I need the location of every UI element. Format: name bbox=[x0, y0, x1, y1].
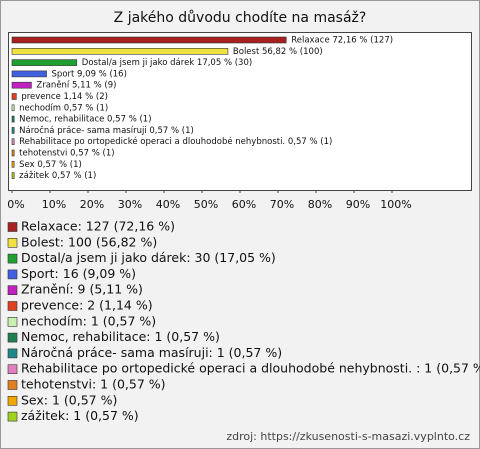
legend-label: tehotenstvi: 1 (0,57 %) bbox=[21, 377, 166, 392]
legend-swatch bbox=[7, 380, 18, 390]
x-tick-label: 80% bbox=[308, 198, 332, 211]
legend-swatch bbox=[7, 332, 18, 343]
bar bbox=[11, 104, 15, 112]
legend-swatch bbox=[7, 269, 18, 280]
data-label: Bolest 56,82 % (100) bbox=[233, 47, 323, 57]
legend-swatch bbox=[7, 411, 18, 422]
data-label: tehotenstvi 0,57 % (1) bbox=[19, 149, 114, 159]
legend-swatch bbox=[7, 348, 18, 359]
legend-label: zážitek: 1 (0,57 %) bbox=[21, 408, 139, 423]
bar bbox=[11, 93, 17, 100]
legend-label: Rehabilitace po ortopedické operaci a dl… bbox=[21, 361, 480, 376]
bar bbox=[11, 161, 15, 168]
source: zdroj: https://zkusenosti-s-masazi.vypln… bbox=[226, 430, 470, 443]
legend-label: Dostal/a jsem ji jako dárek: 30 (17,05 %… bbox=[21, 250, 276, 265]
legend-swatch bbox=[7, 238, 18, 248]
bar bbox=[11, 115, 15, 123]
bar bbox=[11, 70, 47, 78]
x-tick-label: 50% bbox=[194, 198, 218, 211]
legend-swatch bbox=[7, 316, 18, 327]
legend-swatch bbox=[7, 301, 18, 311]
legend-swatch bbox=[7, 253, 18, 264]
data-label: Rehabilitace po ortopedické operaci a dl… bbox=[19, 136, 332, 147]
legend-label: Sex: 1 (0,57 %) bbox=[21, 392, 117, 407]
bar bbox=[11, 127, 15, 134]
bar bbox=[11, 81, 32, 89]
data-label: Náročná práce- sama masíruji 0,57 % (1) bbox=[19, 125, 194, 136]
legend-swatch bbox=[7, 222, 18, 232]
legend-label: nechodím: 1 (0,57 %) bbox=[21, 313, 156, 328]
data-label: Sport 9,09 % (16) bbox=[52, 69, 127, 79]
bar bbox=[11, 36, 287, 44]
legend-label: Bolest: 100 (56,82 %) bbox=[21, 234, 157, 249]
bar bbox=[11, 47, 229, 55]
data-label: nechodím 0,57 % (1) bbox=[19, 103, 108, 113]
legend-label: Zranění: 9 (5,11 %) bbox=[21, 282, 143, 297]
x-tick-label: 0% bbox=[7, 198, 24, 211]
legend-swatch bbox=[7, 285, 18, 296]
x-tick-label: 90% bbox=[346, 198, 370, 211]
bar bbox=[11, 172, 15, 179]
data-label: Relaxace 72,16 % (127) bbox=[291, 36, 393, 46]
bar bbox=[11, 59, 78, 66]
x-tick-label: 20% bbox=[80, 198, 104, 211]
legend-swatch bbox=[7, 364, 18, 375]
legend-label: Relaxace: 127 (72,16 %) bbox=[21, 219, 175, 234]
data-label: Nemoc, rehabilitace 0,57 % (1) bbox=[19, 115, 151, 125]
bar bbox=[11, 138, 15, 145]
legend-label: Náročná práce- sama masíruji: 1 (0,57 %) bbox=[21, 345, 282, 360]
chart-title: Z jakého důvodu chodíte na masáž? bbox=[114, 10, 367, 26]
x-tick-label: 40% bbox=[156, 198, 180, 211]
bar bbox=[11, 149, 15, 157]
plot-area bbox=[8, 32, 472, 191]
data-label: prevence 1,14 % (2) bbox=[21, 92, 108, 102]
legend-label: prevence: 2 (1,14 %) bbox=[21, 298, 153, 313]
legend-swatch bbox=[7, 395, 18, 406]
x-tick-label: 100% bbox=[380, 198, 411, 211]
x-tick-label: 60% bbox=[232, 198, 256, 211]
x-tick-label: 70% bbox=[270, 198, 294, 211]
x-tick-label: 10% bbox=[42, 198, 66, 211]
data-label: Dostal/a jsem ji jako dárek 17,05 % (30) bbox=[82, 58, 252, 68]
legend-label: Sport: 16 (9,09 %) bbox=[21, 266, 136, 281]
data-label: Zranění 5,11 % (9) bbox=[36, 81, 116, 91]
legend-label: Nemoc, rehabilitace: 1 (0,57 %) bbox=[21, 329, 220, 344]
data-label: zážitek 0,57 % (1) bbox=[19, 171, 96, 181]
data-label: Sex 0,57 % (1) bbox=[19, 160, 82, 170]
x-tick-label: 30% bbox=[118, 198, 142, 211]
